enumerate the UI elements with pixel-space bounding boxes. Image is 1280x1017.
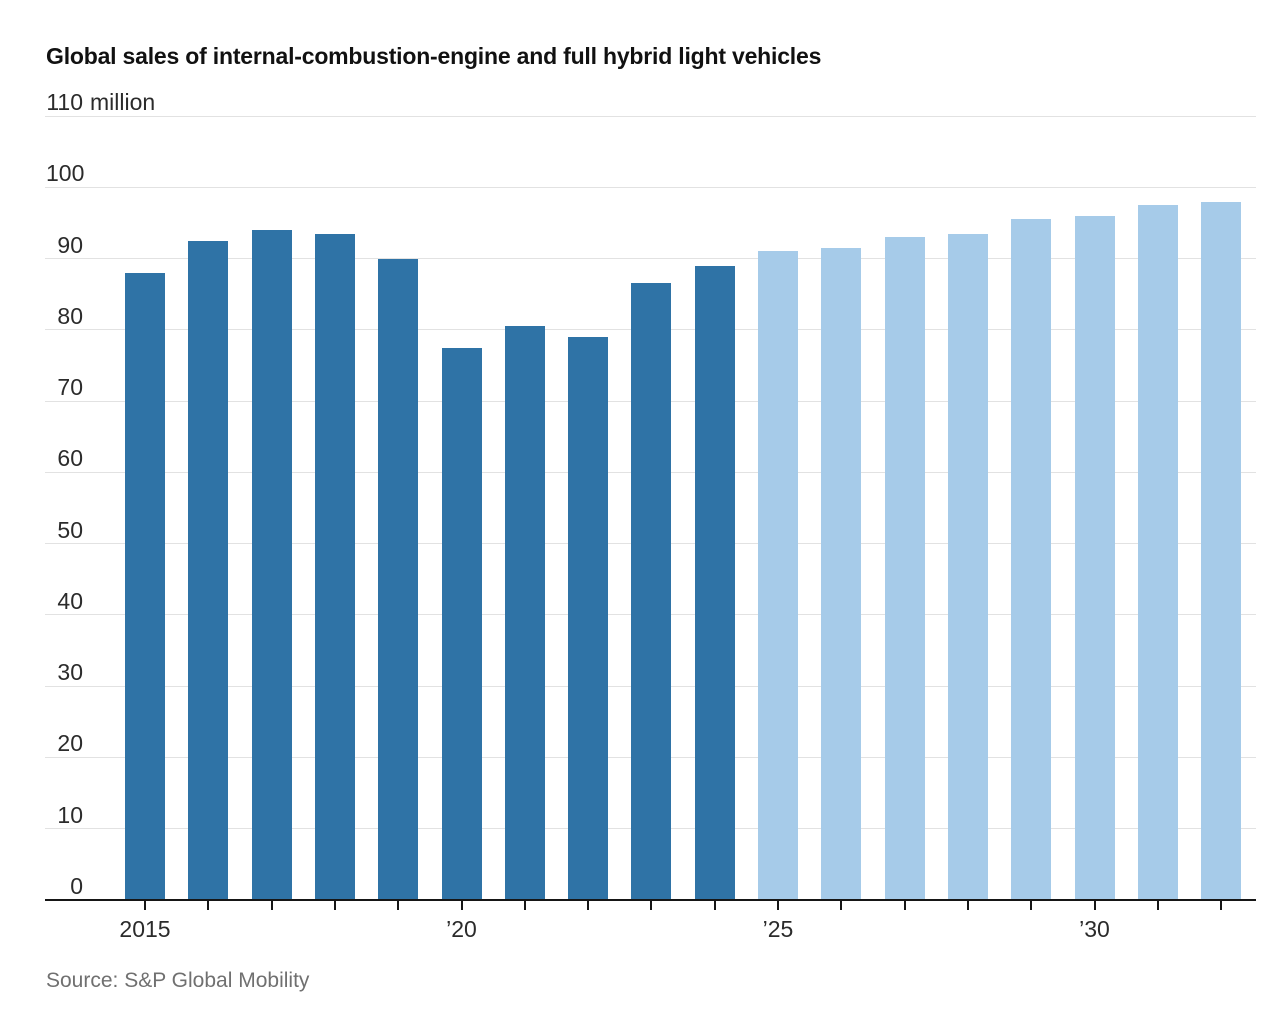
x-tick-2031 — [1156, 901, 1159, 910]
bar-2024 — [694, 265, 735, 900]
bar-2030 — [1074, 215, 1115, 900]
x-tick-2015 — [144, 901, 146, 910]
bar-2016 — [188, 240, 229, 900]
bar-2026 — [821, 247, 862, 900]
bar-2018 — [314, 233, 355, 900]
x-tick-2018 — [333, 901, 336, 910]
x-tick-2026 — [840, 901, 843, 910]
y-axis-label-80: 80 — [57, 302, 83, 329]
x-tick-2029 — [1030, 901, 1033, 910]
y-axis-label-0: 0 — [70, 873, 83, 899]
source-note: Source: S&P Global Mobility — [46, 969, 310, 992]
y-axis-label-20: 20 — [57, 730, 83, 757]
y-axis-label-60: 60 — [57, 445, 83, 472]
bar-2023 — [631, 283, 672, 900]
x-axis-line — [45, 899, 1256, 901]
x-tick-2023 — [650, 901, 653, 910]
bar-2021 — [504, 326, 545, 900]
gridline-y-90 — [45, 258, 1256, 260]
bar-2017 — [251, 230, 292, 900]
x-tick-2024 — [713, 901, 716, 910]
x-tick-2019 — [397, 901, 400, 910]
bar-2032 — [1201, 201, 1242, 900]
y-axis-label-50: 50 — [57, 516, 83, 543]
bar-2028 — [947, 233, 988, 900]
y-axis-label-40: 40 — [57, 587, 83, 614]
x-tick-2017 — [270, 901, 273, 910]
x-axis-label-2015: 2015 — [119, 916, 171, 942]
bar-2027 — [884, 237, 925, 900]
y-axis-label-110: 110 million — [46, 89, 156, 115]
x-axis-label-2030: ’30 — [1079, 916, 1110, 942]
bar-2025 — [758, 251, 798, 900]
bar-2020 — [441, 347, 482, 900]
y-axis-unit-label: million — [90, 89, 156, 115]
y-axis-label-70: 70 — [57, 374, 83, 401]
gridline-y-110 — [45, 115, 1256, 117]
x-axis-label-2025: ’25 — [762, 916, 794, 942]
x-tick-2025 — [777, 901, 779, 910]
x-tick-2022 — [587, 901, 590, 910]
bar-2022 — [568, 336, 609, 900]
x-tick-2027 — [903, 901, 906, 910]
x-tick-2032 — [1220, 901, 1223, 910]
y-axis-label-100: 100 — [46, 160, 85, 187]
y-axis-label-90: 90 — [57, 231, 83, 258]
y-axis-label-30: 30 — [57, 659, 83, 686]
x-tick-2020 — [460, 901, 463, 910]
chart-title: Global sales of internal-combustion-engi… — [46, 43, 822, 70]
bar-2015 — [125, 272, 165, 900]
bar-2029 — [1011, 219, 1052, 900]
x-tick-2021 — [523, 901, 526, 910]
x-tick-2028 — [966, 901, 969, 910]
bar-2031 — [1137, 205, 1178, 900]
gridline-y-100 — [45, 186, 1256, 188]
y-axis-label-10: 10 — [57, 801, 83, 828]
x-axis-label-2020: ’20 — [446, 916, 477, 942]
x-tick-2016 — [207, 901, 210, 910]
bar-2019 — [378, 258, 419, 900]
x-tick-2030 — [1093, 901, 1096, 910]
